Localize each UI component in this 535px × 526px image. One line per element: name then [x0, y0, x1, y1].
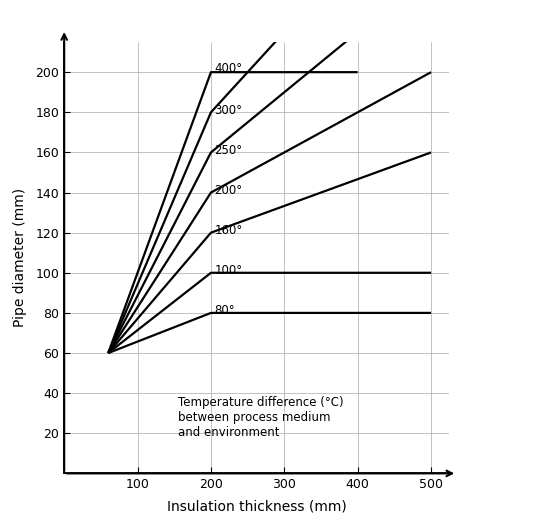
Text: 200°: 200°	[215, 184, 243, 197]
Text: 100°: 100°	[215, 264, 243, 277]
Text: 80°: 80°	[215, 305, 235, 317]
Text: 400°: 400°	[215, 62, 243, 75]
Y-axis label: Pipe diameter (mm): Pipe diameter (mm)	[13, 188, 27, 327]
Text: 250°: 250°	[215, 144, 243, 157]
Text: 160°: 160°	[215, 224, 243, 237]
Text: 300°: 300°	[215, 104, 242, 117]
Text: Temperature difference (°C)
between process medium
and environment: Temperature difference (°C) between proc…	[178, 396, 343, 439]
X-axis label: Insulation thickness (mm): Insulation thickness (mm)	[167, 500, 347, 513]
